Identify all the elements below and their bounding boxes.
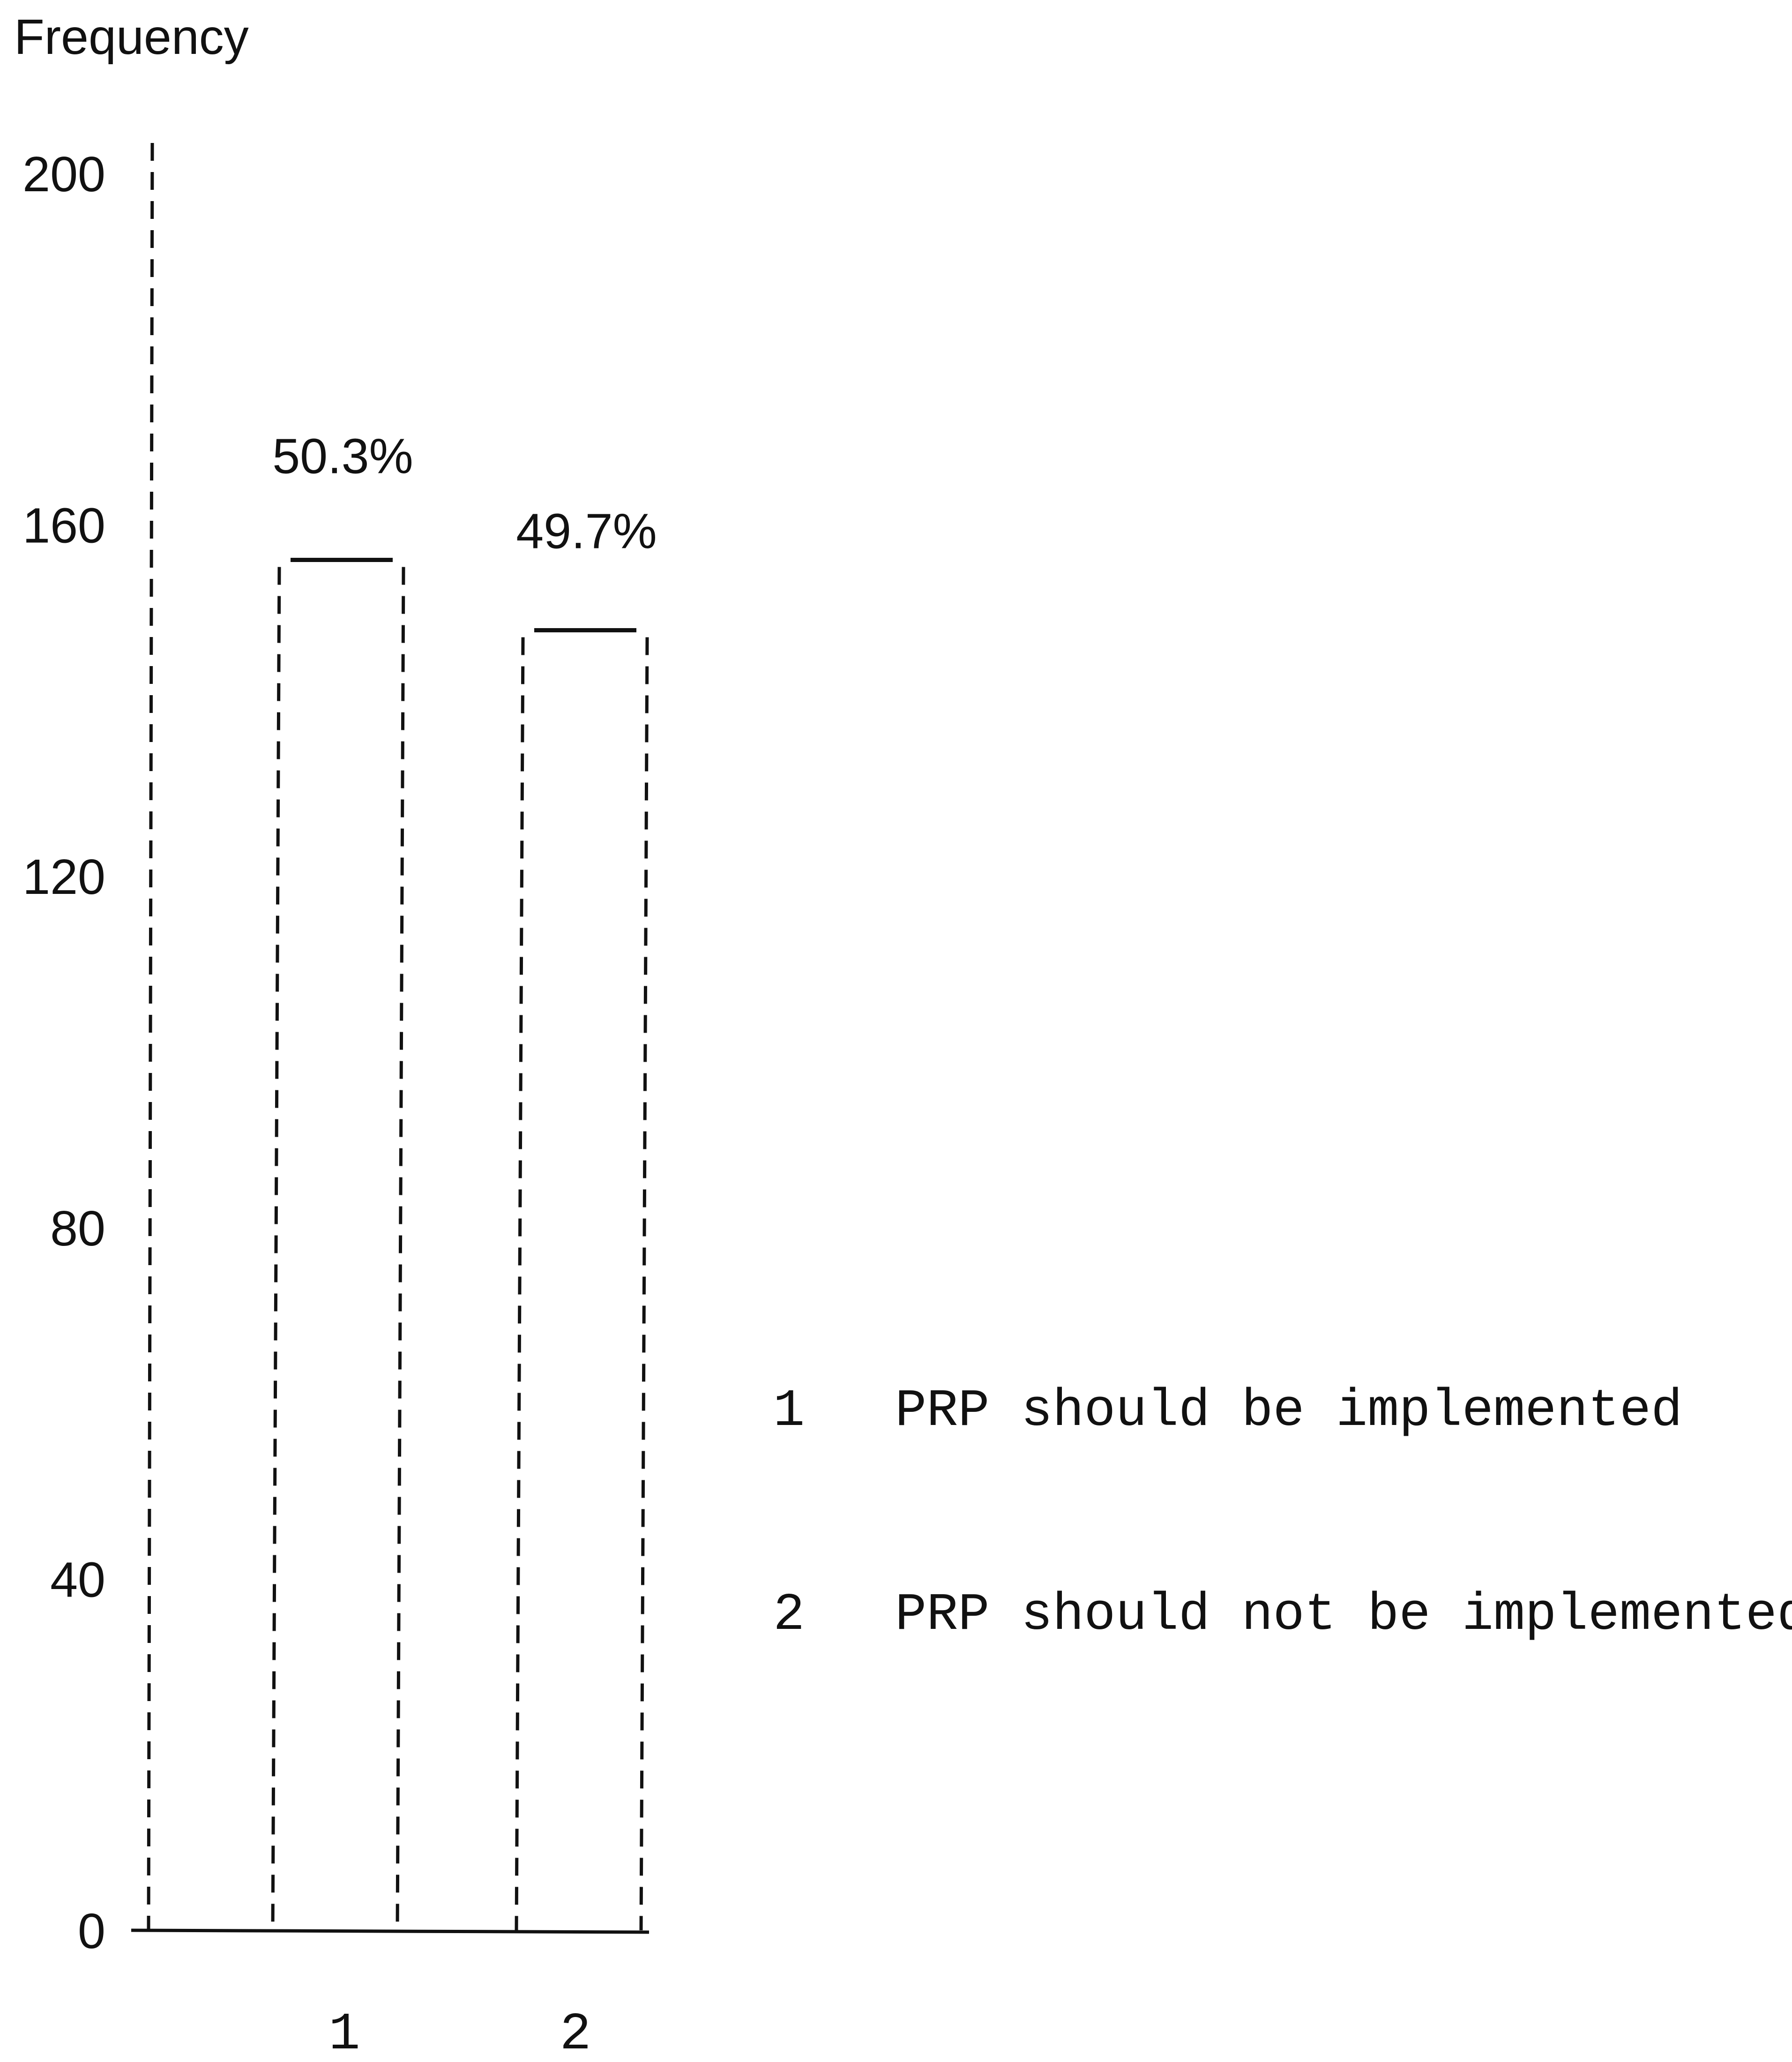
bar-data-label: 50.3% bbox=[272, 429, 413, 484]
legend-label: PRP should not be implemented bbox=[895, 1585, 1792, 1645]
x-axis-baseline bbox=[131, 1928, 650, 1934]
bar-right-side bbox=[396, 567, 405, 1931]
y-axis: 0 40 80 120 160 200 bbox=[22, 142, 154, 1959]
y-tick-label: 200 bbox=[22, 147, 105, 202]
y-axis-line bbox=[147, 142, 154, 1931]
legend-entry: 1 PRP should be implemented bbox=[773, 1381, 1682, 1441]
y-axis-label: Frequency bbox=[14, 9, 249, 65]
y-tick-label: 160 bbox=[22, 498, 105, 554]
bar-data-label: 49.7% bbox=[516, 503, 657, 559]
bar-left-side bbox=[515, 637, 525, 1931]
y-tick-label: 0 bbox=[78, 1904, 105, 1959]
legend-key: 2 bbox=[773, 1585, 805, 1645]
y-tick-label: 120 bbox=[22, 849, 105, 905]
legend-label: PRP should be implemented bbox=[895, 1381, 1682, 1441]
legend-entry: 2 PRP should not be implemented bbox=[773, 1585, 1792, 1645]
bars: 50.3% 49.7% bbox=[271, 429, 657, 1931]
bar: 50.3% bbox=[271, 429, 413, 1931]
legend: 1 PRP should be implemented 2 PRP should no… bbox=[773, 1381, 1792, 1645]
bar-right-side bbox=[639, 637, 649, 1931]
x-tick-label: 2 bbox=[560, 2005, 591, 2062]
y-tick-label: 80 bbox=[50, 1201, 105, 1256]
y-tick-label: 40 bbox=[50, 1552, 105, 1607]
bar: 49.7% bbox=[515, 503, 657, 1931]
bar-left-side bbox=[271, 567, 281, 1931]
x-tick-label: 1 bbox=[329, 2005, 360, 2062]
legend-key: 1 bbox=[773, 1381, 805, 1441]
